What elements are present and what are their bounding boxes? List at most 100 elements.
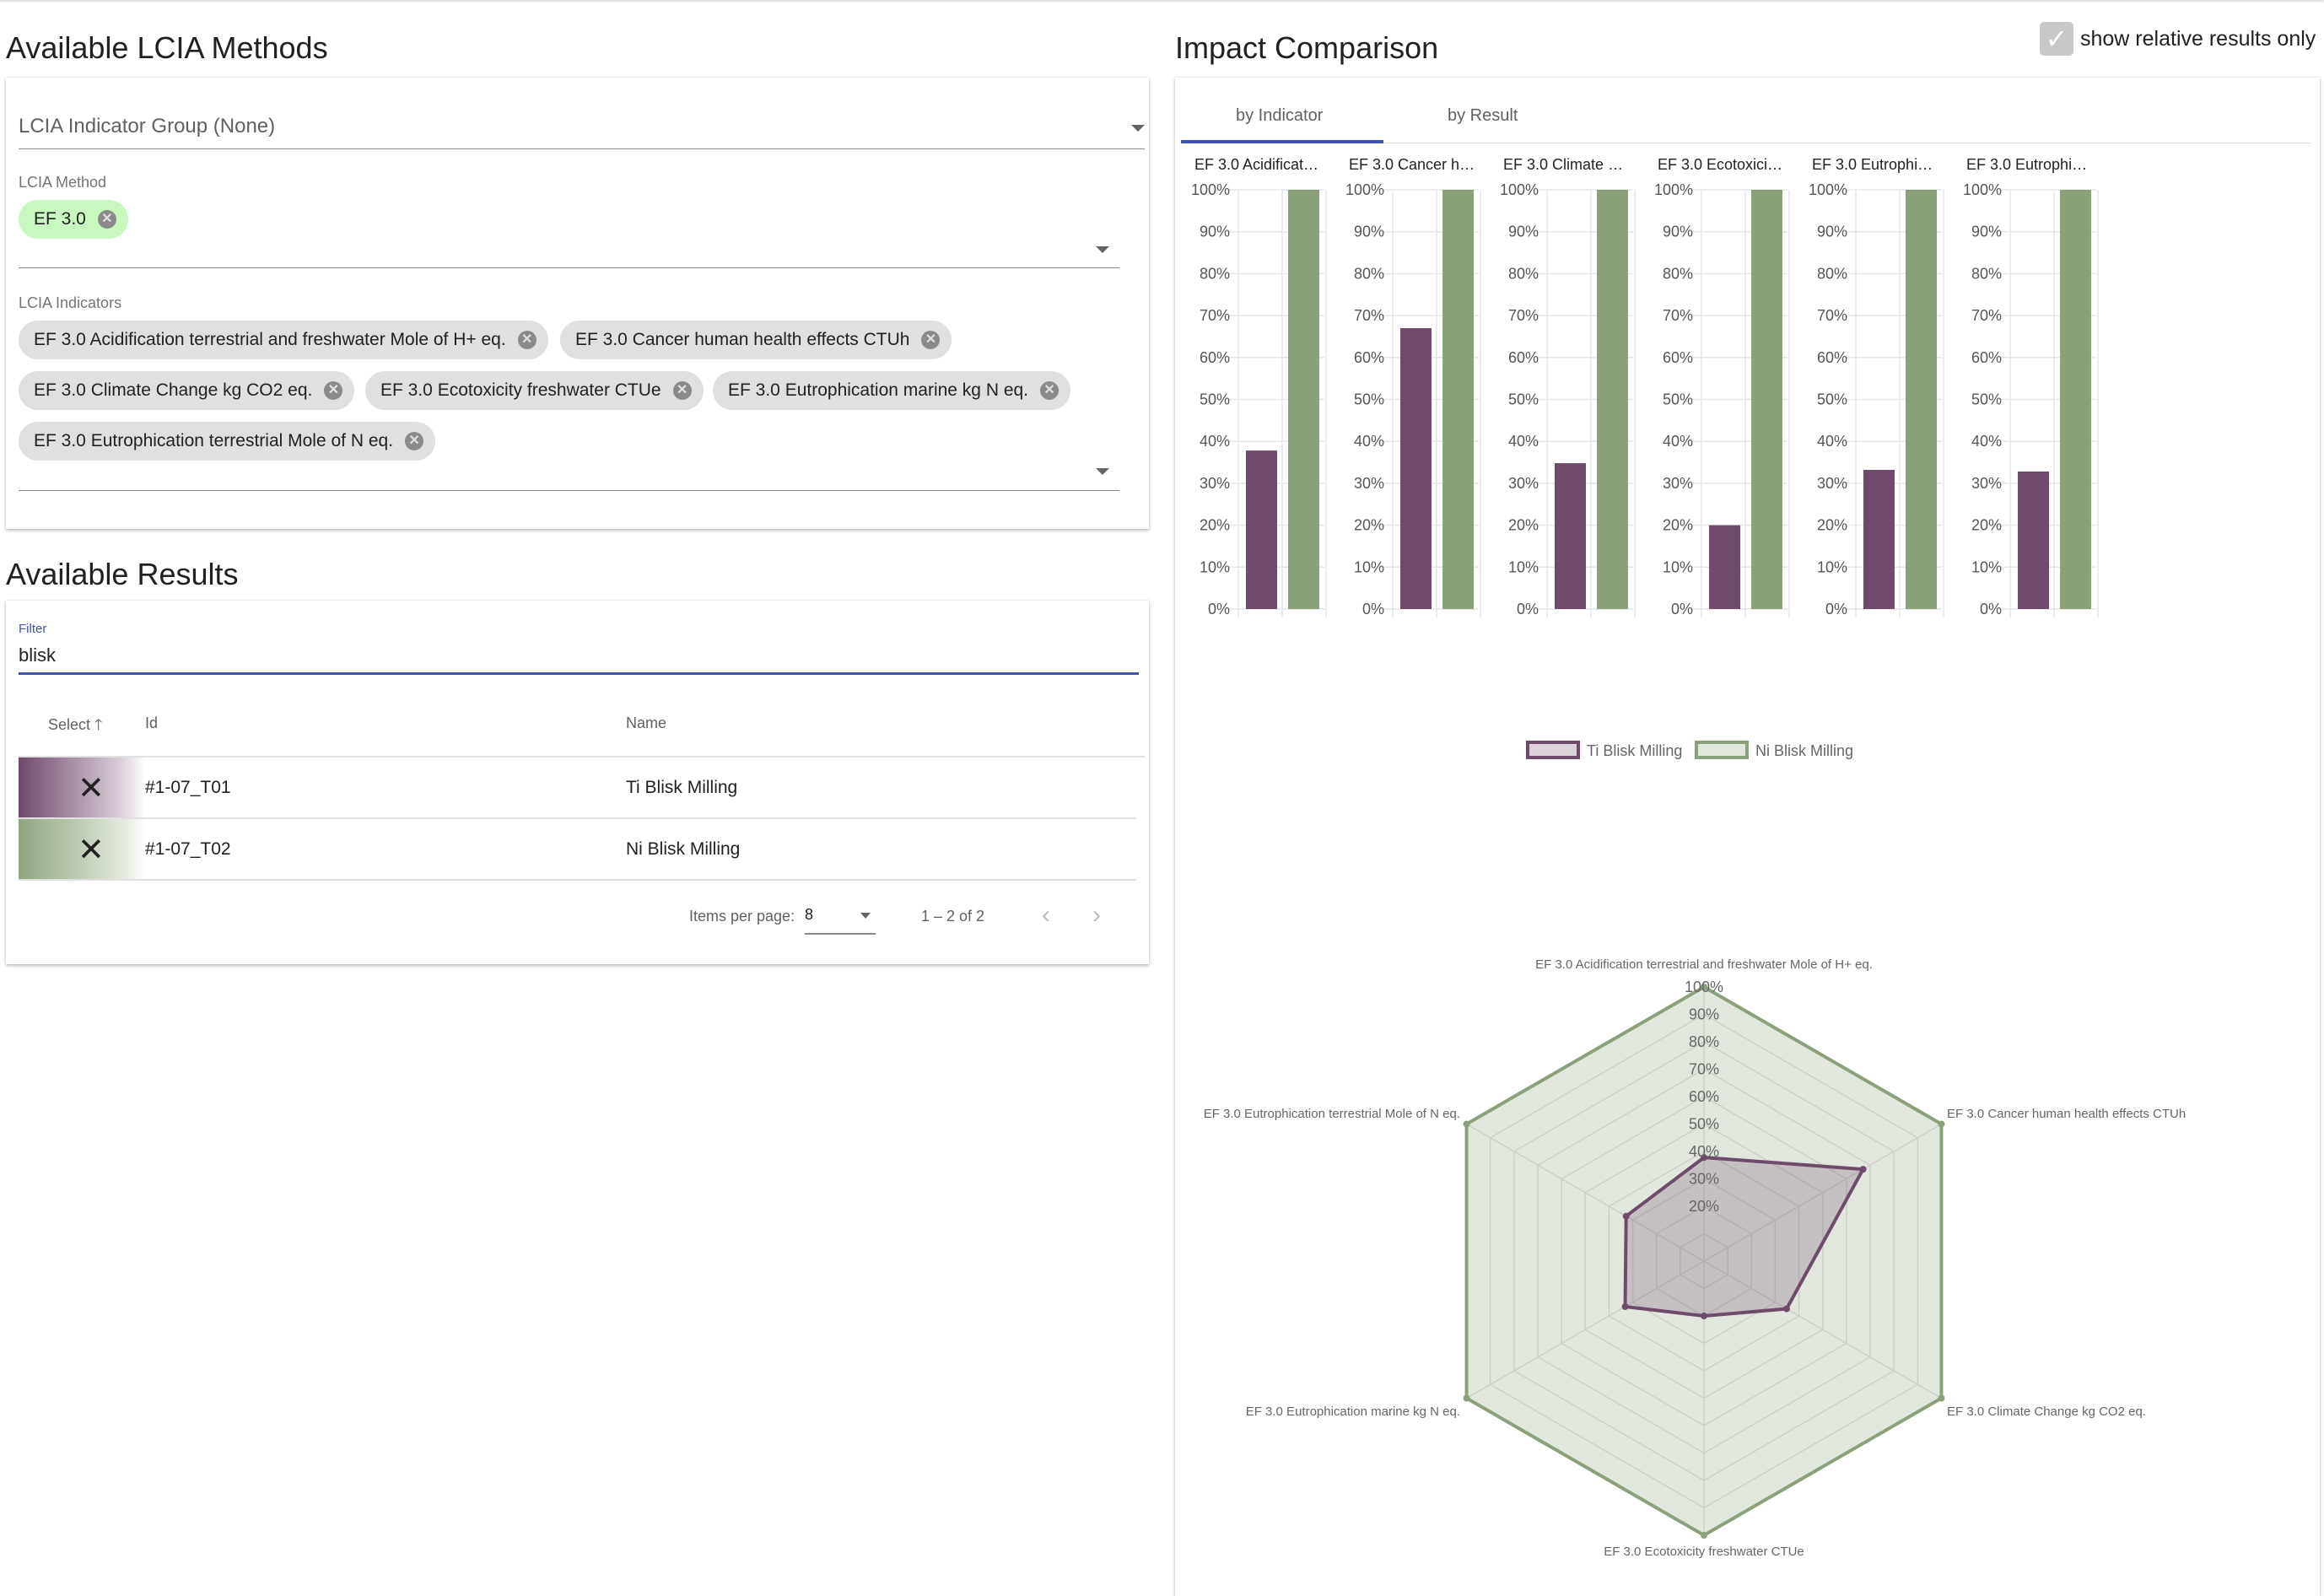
y-tick-label: 40% [1663, 433, 1693, 450]
y-tick-label: 50% [1354, 391, 1384, 408]
chip-label: EF 3.0 Eutrophication terrestrial Mole o… [34, 431, 394, 450]
radar-point [1701, 1313, 1707, 1319]
y-tick-label: 10% [1508, 558, 1539, 575]
chip-label: EF 3.0 Eutrophication marine kg N eq. [728, 380, 1029, 400]
radar-point [1701, 1532, 1707, 1539]
table-row[interactable]: ✕ #1-07_T02 Ni Blisk Milling [19, 819, 1136, 881]
items-per-page-label: Items per page: [689, 908, 795, 925]
tab-by-indicator[interactable]: by Indicator [1236, 106, 1324, 125]
column-select-label: Select [48, 716, 91, 733]
radar-point [1938, 1394, 1945, 1402]
radar-axis-label: EF 3.0 Ecotoxicity freshwater CTUe [1604, 1545, 1804, 1559]
legend-label: Ni Blisk Milling [1755, 742, 1853, 759]
bar-ti [1709, 525, 1740, 609]
y-tick-label: 40% [1508, 433, 1539, 450]
sort-arrow-up-icon: 🡑 [94, 716, 103, 733]
column-select[interactable]: Select 🡑 [48, 714, 102, 740]
remove-chip-icon[interactable]: ✕ [97, 210, 116, 229]
filter-input[interactable]: Filter blisk [19, 613, 1145, 677]
bar-ni [1442, 190, 1474, 609]
y-tick-label: 0% [1671, 601, 1693, 617]
y-tick-label: 80% [1663, 265, 1693, 282]
indicator-group-value: LCIA Indicator Group (None) [19, 115, 276, 137]
y-tick-label: 100% [1345, 181, 1384, 198]
y-tick-label: 90% [1663, 224, 1693, 240]
y-tick-label: 70% [1354, 307, 1384, 324]
next-page-button[interactable]: › [1092, 901, 1101, 929]
available-results-title: Available Results [6, 557, 239, 591]
y-tick-label: 20% [1663, 517, 1693, 534]
remove-chip-icon[interactable]: ✕ [405, 432, 424, 450]
legend-swatch [1526, 741, 1580, 759]
lcia-method-label: LCIA Method [19, 174, 107, 191]
y-tick-label: 70% [1971, 307, 2002, 324]
bar-ti [1863, 469, 1895, 609]
indicators-chevron-down-icon[interactable] [1096, 468, 1109, 475]
y-tick-label: 0% [1825, 601, 1847, 617]
y-tick-label: 20% [1508, 517, 1539, 534]
y-tick-label: 70% [1508, 307, 1539, 324]
y-tick-label: 90% [1200, 224, 1230, 240]
deselect-x-icon[interactable]: ✕ [78, 771, 105, 806]
active-tab-indicator [1181, 140, 1383, 143]
remove-chip-icon[interactable]: ✕ [517, 331, 537, 349]
remove-chip-icon[interactable]: ✕ [1040, 381, 1060, 400]
bar-chart-title: EF 3.0 Ecotoxici… [1658, 156, 1782, 173]
filter-value: blisk [19, 644, 57, 666]
relative-results-checkbox[interactable]: ✓ show relative results only [2040, 22, 2316, 56]
y-tick-label: 90% [1354, 224, 1384, 240]
y-tick-label: 100% [1809, 181, 1847, 198]
indicator-chip[interactable]: EF 3.0 Eutrophication marine kg N eq. ✕ [713, 371, 1071, 410]
underline [19, 267, 1119, 268]
y-tick-label: 60% [1817, 349, 1847, 366]
bar-ti [1555, 463, 1586, 609]
indicator-group-select[interactable]: LCIA Indicator Group (None) [19, 115, 1145, 154]
y-tick-label: 0% [1517, 601, 1539, 617]
column-name[interactable]: Name [626, 714, 667, 731]
y-tick-label: 60% [1663, 349, 1693, 366]
row-id: #1-07_T02 [145, 839, 231, 859]
y-tick-label: 10% [1354, 558, 1384, 575]
indicator-chip[interactable]: EF 3.0 Cancer human health effects CTUh ✕ [560, 321, 952, 359]
y-tick-label: 20% [1354, 517, 1384, 534]
indicator-chip[interactable]: EF 3.0 Eutrophication terrestrial Mole o… [19, 422, 436, 461]
relative-results-label: show relative results only [2080, 26, 2316, 51]
y-tick-label: 40% [1817, 433, 1847, 450]
filter-label: Filter [19, 622, 47, 636]
method-chevron-down-icon[interactable] [1096, 246, 1109, 253]
deselect-x-icon[interactable]: ✕ [78, 833, 105, 868]
y-tick-label: 30% [1663, 475, 1693, 492]
radar-tick-label: 70% [1689, 1061, 1719, 1078]
table-row[interactable]: ✕ #1-07_T01 Ti Blisk Milling [19, 758, 1136, 819]
radar-point [1621, 1302, 1629, 1310]
y-tick-label: 30% [1971, 475, 2002, 492]
remove-chip-icon[interactable]: ✕ [324, 381, 343, 400]
method-chip[interactable]: EF 3.0 ✕ [19, 200, 128, 239]
tab-by-result[interactable]: by Result [1448, 106, 1518, 125]
items-per-page-select[interactable]: 8 [805, 906, 876, 935]
y-tick-label: 80% [1354, 265, 1384, 282]
underline [19, 490, 1119, 491]
column-id[interactable]: Id [145, 714, 159, 731]
radar-point [1701, 984, 1707, 990]
radar-point [1463, 1120, 1470, 1128]
chip-label: EF 3.0 Ecotoxicity freshwater CTUe [380, 380, 661, 400]
chevron-down-icon [1131, 125, 1145, 132]
remove-chip-icon[interactable]: ✕ [921, 331, 941, 349]
indicator-chip[interactable]: EF 3.0 Ecotoxicity freshwater CTUe ✕ [365, 371, 704, 410]
remove-chip-icon[interactable]: ✕ [672, 381, 692, 400]
page-range: 1 – 2 of 2 [921, 908, 985, 925]
bar-chart-title: EF 3.0 Eutrophi… [1812, 156, 1933, 173]
y-tick-label: 0% [1362, 601, 1384, 617]
y-tick-label: 30% [1354, 475, 1384, 492]
y-tick-label: 80% [1971, 265, 2002, 282]
radar-point [1622, 1212, 1630, 1220]
indicator-chip[interactable]: EF 3.0 Climate Change kg CO2 eq. ✕ [19, 371, 355, 410]
indicator-chip[interactable]: EF 3.0 Acidification terrestrial and fre… [19, 321, 548, 359]
y-tick-label: 10% [1817, 558, 1847, 575]
prev-page-button[interactable]: ‹ [1042, 901, 1050, 929]
radar-axis-label: EF 3.0 Acidification terrestrial and fre… [1535, 957, 1873, 972]
y-tick-label: 50% [1508, 391, 1539, 408]
radar-point [1782, 1305, 1790, 1313]
